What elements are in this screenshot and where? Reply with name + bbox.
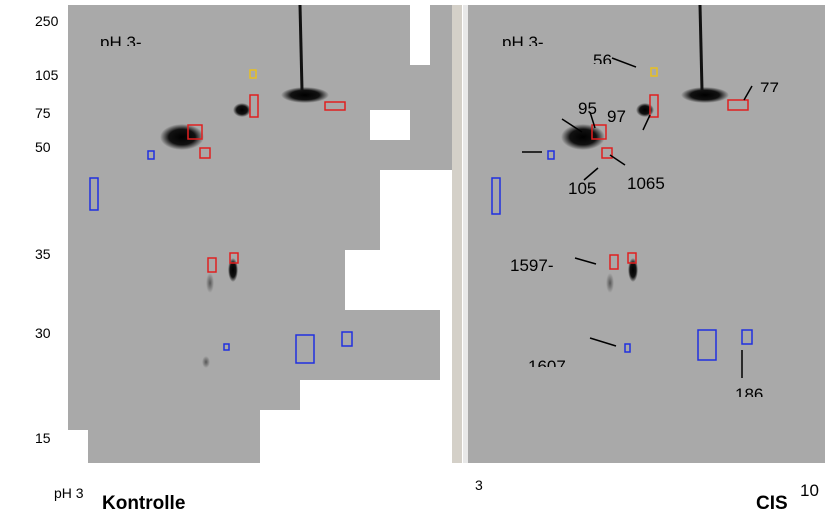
marks-left (89, 69, 353, 364)
annotation: 56 (593, 52, 612, 64)
ph-start: 3 (475, 477, 483, 493)
annotation: 186 (735, 386, 764, 397)
annotation: 77 (760, 80, 779, 92)
annotation: 95 (578, 99, 597, 118)
ph-label: pH 3- (100, 34, 142, 46)
mw-label: 15 (35, 431, 51, 443)
mw-label: 105 (35, 67, 59, 83)
ph-end: 10 (800, 481, 819, 500)
panel-title: Kontrolle (102, 493, 186, 514)
marks-right (491, 67, 753, 361)
scrollbar[interactable] (452, 5, 462, 463)
ph-label: pH 3- (502, 34, 544, 46)
spots-left (160, 4, 329, 368)
mw-label: 35 (35, 247, 51, 259)
annotation-lines (522, 57, 753, 378)
mw-label: 50 (35, 140, 51, 152)
annotation: 1607 (528, 358, 566, 367)
divider (463, 5, 468, 463)
annotation: 1065 (627, 174, 665, 193)
mw-label: 250 (35, 14, 59, 26)
white-artifacts (68, 5, 452, 463)
mw-label: 75 (35, 106, 51, 119)
annotation: 105 (568, 180, 597, 194)
mw-label: 30 (35, 326, 51, 338)
ph-start: pH 3 (54, 485, 84, 501)
gel-right (468, 5, 825, 463)
annotation: 97 (607, 107, 626, 126)
panel-title: CIS (756, 493, 788, 514)
annotation: 1597- (510, 256, 554, 275)
spots-right (561, 4, 729, 293)
